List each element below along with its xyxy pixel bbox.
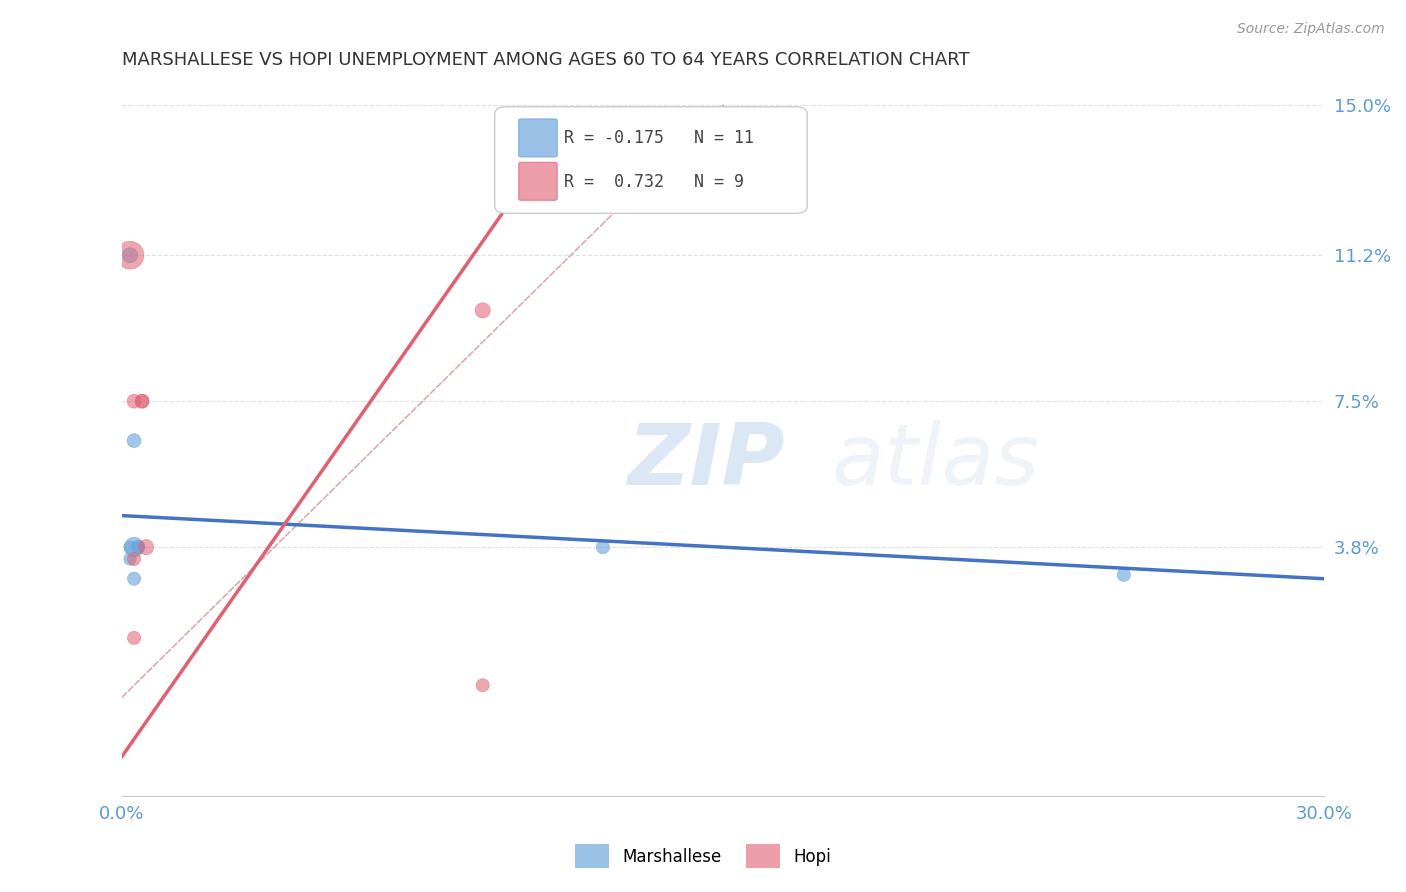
- Point: [1112, 567, 1135, 582]
- FancyBboxPatch shape: [519, 162, 557, 201]
- Text: R = -0.175   N = 11: R = -0.175 N = 11: [564, 129, 755, 147]
- Text: R =  0.732   N = 9: R = 0.732 N = 9: [564, 173, 744, 191]
- Point: [127, 540, 149, 554]
- Point: [127, 540, 149, 554]
- FancyBboxPatch shape: [519, 119, 557, 157]
- Point: [120, 540, 142, 554]
- Point: [122, 631, 145, 645]
- Point: [131, 394, 153, 409]
- Point: [120, 248, 142, 262]
- Text: MARSHALLESE VS HOPI UNEMPLOYMENT AMONG AGES 60 TO 64 YEARS CORRELATION CHART: MARSHALLESE VS HOPI UNEMPLOYMENT AMONG A…: [122, 51, 970, 69]
- Point: [122, 552, 145, 566]
- Point: [131, 394, 153, 409]
- Text: Source: ZipAtlas.com: Source: ZipAtlas.com: [1237, 22, 1385, 37]
- Point: [135, 540, 157, 554]
- FancyBboxPatch shape: [495, 107, 807, 213]
- Point: [592, 540, 614, 554]
- Text: ZIP: ZIP: [627, 420, 785, 503]
- Point: [471, 303, 494, 318]
- Point: [122, 572, 145, 586]
- Point: [120, 552, 142, 566]
- Text: atlas: atlas: [831, 420, 1039, 503]
- Point: [122, 540, 145, 554]
- Point: [120, 248, 142, 262]
- Point: [127, 540, 149, 554]
- Point: [122, 394, 145, 409]
- Legend: Marshallese, Hopi: Marshallese, Hopi: [568, 838, 838, 875]
- Point: [471, 678, 494, 692]
- Point: [122, 434, 145, 448]
